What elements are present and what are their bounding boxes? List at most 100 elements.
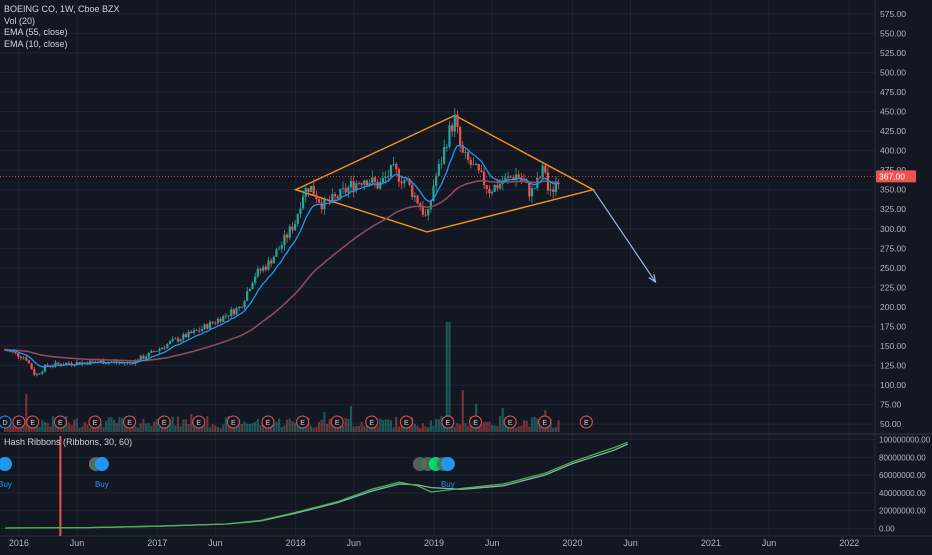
candle-body [379, 182, 382, 189]
volume-bar [419, 427, 422, 432]
volume-bar [115, 423, 118, 432]
candle-body [211, 321, 214, 323]
candle-body [373, 177, 377, 182]
candle-body [405, 179, 408, 181]
volume-bar [91, 426, 94, 432]
volume-bar [435, 418, 438, 432]
volume-bar [259, 424, 262, 432]
volume-bar [278, 418, 281, 432]
candle-body [238, 306, 241, 309]
earnings-marker-label: D [2, 420, 7, 427]
candle-body [246, 291, 249, 301]
sub-y-tick-label: 0.00 [879, 524, 895, 533]
candle-body [203, 324, 206, 329]
volume-bar [384, 419, 387, 432]
chart-legend: BOEING CO, 1W, Cboe BZX Vol (20) EMA (55… [4, 4, 120, 50]
legend-ema-55[interactable]: EMA (55, close) [4, 27, 68, 37]
candle-body [291, 226, 294, 231]
candle-body [541, 165, 544, 178]
volume-bar [246, 423, 249, 432]
subpane-legend[interactable]: Hash Ribbons (Ribbons, 30, 60) [4, 437, 133, 447]
legend-ema-10[interactable]: EMA (10, close) [4, 38, 68, 49]
candle-body [200, 328, 204, 331]
volume-bar [477, 424, 480, 432]
volume-bar [480, 424, 483, 432]
y-tick-label: 50.00 [880, 419, 902, 429]
volume-bar [339, 424, 342, 432]
candle-body [99, 360, 102, 363]
volume-bar [320, 419, 323, 432]
candle-body [493, 185, 496, 192]
earnings-marker [123, 415, 137, 429]
candle-body [46, 364, 49, 366]
volume-bar [427, 427, 430, 432]
symbol-line[interactable]: BOEING CO, 1W, Cboe BZX [4, 4, 120, 14]
volume-bar [365, 420, 369, 432]
earnings-marker [26, 415, 40, 429]
volume-bar [421, 423, 424, 432]
candle-body [403, 180, 406, 184]
candle-body [387, 176, 390, 178]
candle-body [333, 194, 337, 197]
candle-body [496, 185, 499, 189]
volume-bar [461, 390, 464, 432]
earnings-marker [192, 415, 206, 429]
volume-bar [187, 423, 190, 432]
volume-bar [41, 420, 44, 432]
earnings-marker [399, 415, 413, 429]
volume-bar [464, 422, 467, 432]
candle-body [325, 198, 329, 201]
candle-body [283, 234, 286, 246]
sub-y-tick-label: 80000000.00 [879, 453, 926, 462]
candle-body [144, 356, 148, 359]
volume-bar [325, 424, 329, 432]
candle-body [232, 309, 235, 315]
candle-body [25, 357, 28, 361]
candle-body [453, 114, 456, 132]
volume-bar [238, 419, 241, 432]
volume-bar [240, 424, 243, 432]
volume-bar [195, 426, 198, 432]
candle-body [389, 164, 393, 177]
candle-body [352, 181, 355, 191]
candle-body [19, 356, 23, 358]
volume-bar [352, 426, 355, 432]
candle-body [419, 203, 422, 207]
candle-body [554, 182, 558, 192]
volume-bar [288, 418, 291, 432]
volume-bar [62, 423, 65, 432]
candle-body [459, 126, 462, 146]
ema-layer [4, 144, 559, 368]
volume-bar [86, 424, 89, 432]
volume-bar [416, 425, 419, 432]
legend-vol[interactable]: Vol (20) [4, 15, 36, 26]
volume-bar [144, 423, 148, 432]
volume-bar [496, 425, 499, 432]
candle-body [528, 183, 531, 197]
volume-bar [459, 424, 462, 432]
x-tick-label: Jun [208, 538, 223, 548]
candle-body [286, 234, 289, 238]
earnings-marker-label: E [508, 420, 513, 427]
y-tick-label: 525.00 [880, 48, 906, 58]
volume-bar [219, 427, 222, 432]
candle-body [262, 266, 265, 271]
candle-body [243, 300, 246, 308]
volume-bar [43, 422, 47, 432]
y-tick-label: 475.00 [880, 87, 906, 97]
candle-body [65, 362, 68, 365]
volume-bar [89, 427, 92, 432]
volume-bar [482, 422, 486, 432]
x-tick-label: 2019 [424, 538, 444, 548]
candle-body [467, 152, 470, 160]
candle-body [552, 189, 555, 192]
candle-body [160, 347, 164, 349]
volume-bar [46, 422, 49, 432]
volume-bar [75, 418, 78, 432]
signal-label: Buy [441, 480, 455, 489]
earnings-marker [469, 415, 483, 429]
